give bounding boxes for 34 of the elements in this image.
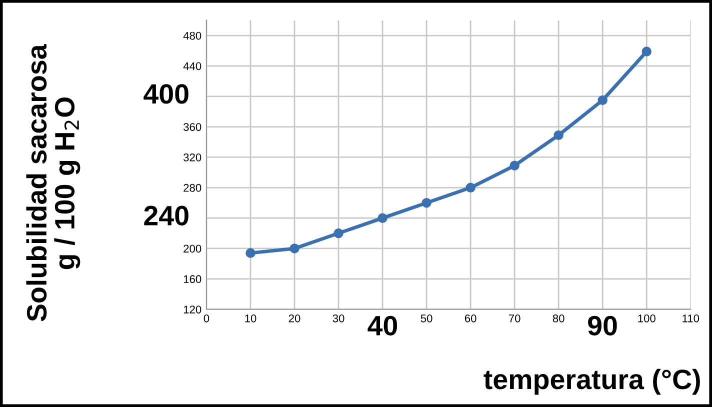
point bbox=[510, 160, 520, 170]
point bbox=[466, 182, 476, 193]
x-tick-label: 110 bbox=[682, 314, 700, 322]
point bbox=[554, 130, 564, 140]
point bbox=[378, 213, 388, 223]
y-tick-label: 120 bbox=[184, 306, 202, 314]
point bbox=[642, 46, 652, 56]
y-tick-label: 280 bbox=[184, 184, 202, 192]
x-tick-label: 30 bbox=[332, 314, 344, 322]
text: 240 bbox=[144, 206, 188, 226]
point bbox=[334, 228, 344, 238]
point bbox=[246, 248, 256, 258]
x-axis-title: temperatura (°C) bbox=[484, 368, 700, 395]
x-tick-label: 0 bbox=[204, 314, 210, 322]
x-tick-label: 80 bbox=[552, 314, 564, 322]
y-tick-label: 160 bbox=[184, 275, 202, 284]
y-tick-label: 480 bbox=[183, 32, 202, 40]
text: 90 bbox=[588, 316, 617, 336]
text: 400 bbox=[144, 84, 188, 104]
y-tick-label: 320 bbox=[184, 154, 202, 162]
x-tick-label: 20 bbox=[288, 314, 300, 322]
point bbox=[598, 95, 608, 106]
x-tick-label: 70 bbox=[508, 314, 520, 322]
text: 40 bbox=[368, 316, 398, 336]
y-tick-label: 360 bbox=[184, 123, 202, 131]
y-axis-title: Solubilidad sacarosa g / 100 g H$_{2}$O bbox=[26, 44, 80, 322]
point bbox=[422, 198, 432, 208]
x-tick-label: 100 bbox=[638, 314, 656, 322]
y-tick-label: 440 bbox=[183, 62, 202, 70]
y-tick-label: 200 bbox=[184, 244, 202, 253]
x-tick-label: 10 bbox=[245, 314, 256, 322]
x-tick-label: 50 bbox=[420, 314, 432, 322]
x-tick-label: 60 bbox=[464, 314, 476, 322]
point bbox=[290, 244, 300, 254]
